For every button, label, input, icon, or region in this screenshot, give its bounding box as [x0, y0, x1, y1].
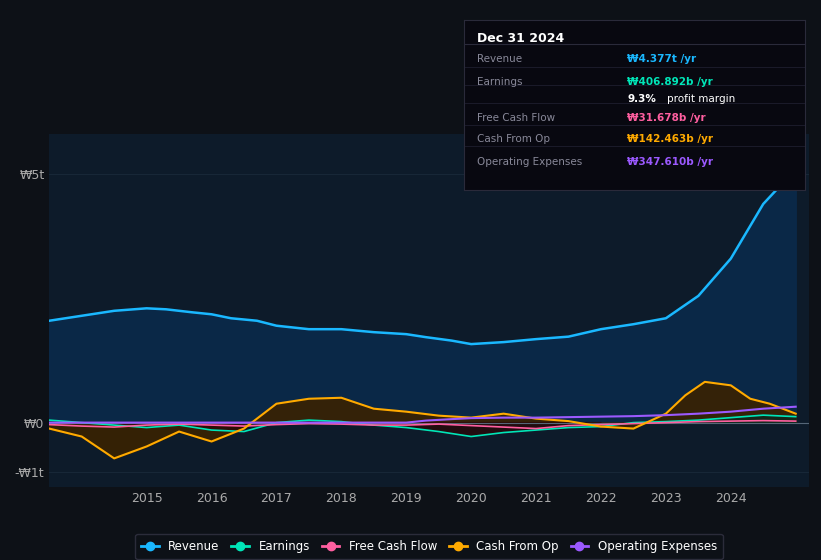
Legend: Revenue, Earnings, Free Cash Flow, Cash From Op, Operating Expenses: Revenue, Earnings, Free Cash Flow, Cash …: [135, 534, 722, 559]
Text: Cash From Op: Cash From Op: [478, 134, 551, 144]
Text: Operating Expenses: Operating Expenses: [478, 157, 583, 167]
Text: ₩406.892b /yr: ₩406.892b /yr: [627, 77, 713, 87]
Text: ₩142.463b /yr: ₩142.463b /yr: [627, 134, 713, 144]
Text: ₩4.377t /yr: ₩4.377t /yr: [627, 54, 696, 64]
Text: ₩347.610b /yr: ₩347.610b /yr: [627, 157, 713, 167]
Text: profit margin: profit margin: [667, 94, 735, 104]
Text: Free Cash Flow: Free Cash Flow: [478, 113, 556, 123]
Text: 9.3%: 9.3%: [627, 94, 656, 104]
Text: ₩31.678b /yr: ₩31.678b /yr: [627, 113, 706, 123]
Text: Earnings: Earnings: [478, 77, 523, 87]
Text: Dec 31 2024: Dec 31 2024: [478, 31, 565, 45]
Text: Revenue: Revenue: [478, 54, 523, 64]
